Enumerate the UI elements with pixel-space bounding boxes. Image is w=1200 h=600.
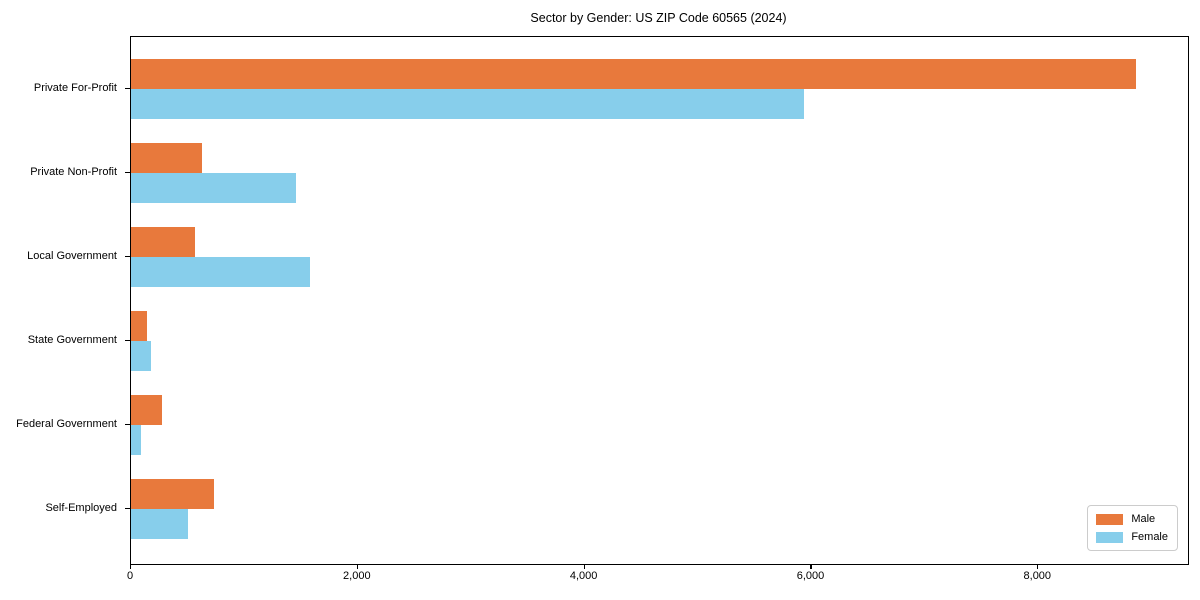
bar-male-local-government (131, 227, 195, 257)
legend-label-male: Male (1131, 513, 1156, 525)
y-tick-mark (125, 88, 130, 90)
y-axis-label-local-government: Local Government (27, 250, 117, 262)
x-tick-mark (583, 564, 585, 569)
chart-title: Sector by Gender: US ZIP Code 60565 (202… (530, 11, 787, 25)
y-tick-mark (125, 256, 130, 258)
y-axis-label-private-non-profit: Private Non-Profit (30, 166, 117, 178)
y-tick-mark (125, 340, 130, 342)
legend-item-male: Male (1096, 513, 1168, 525)
y-axis-label-private-for-profit: Private For-Profit (33, 82, 117, 94)
bar-female-federal-government (131, 425, 141, 455)
y-axis-label-federal-government: Federal Government (16, 418, 117, 430)
x-tick-mark (356, 564, 358, 569)
bar-female-local-government (131, 257, 310, 287)
x-axis-tick-label: 6,000 (796, 570, 825, 582)
x-axis-tick-label: 8,000 (1023, 570, 1052, 582)
legend-item-female: Female (1096, 531, 1168, 543)
bar-female-state-government (131, 341, 151, 371)
y-tick-mark (125, 508, 130, 510)
legend: Male Female (1087, 505, 1178, 551)
legend-label-female: Female (1131, 531, 1168, 543)
x-tick-mark (1037, 564, 1039, 569)
x-tick-mark (810, 564, 812, 569)
bar-male-federal-government (131, 395, 162, 425)
bar-male-state-government (131, 311, 147, 341)
male-swatch-icon (1096, 513, 1124, 525)
bar-male-private-for-profit (131, 59, 1136, 89)
x-axis-tick-label: 4,000 (569, 570, 598, 582)
female-swatch-icon (1096, 531, 1124, 543)
y-axis-label-self-employed: Self-Employed (45, 502, 117, 514)
x-tick-mark (130, 564, 132, 569)
bar-female-private-non-profit (131, 173, 296, 203)
bar-female-self-employed (131, 509, 188, 539)
bar-female-private-for-profit (131, 89, 804, 119)
bar-male-self-employed (131, 479, 214, 509)
x-axis-tick-label: 0 (126, 570, 134, 582)
bar-male-private-non-profit (131, 143, 202, 173)
plot-area (130, 36, 1189, 565)
y-tick-mark (125, 424, 130, 426)
y-tick-mark (125, 172, 130, 174)
y-axis-label-state-government: State Government (27, 334, 117, 346)
x-axis-tick-label: 2,000 (343, 570, 371, 582)
